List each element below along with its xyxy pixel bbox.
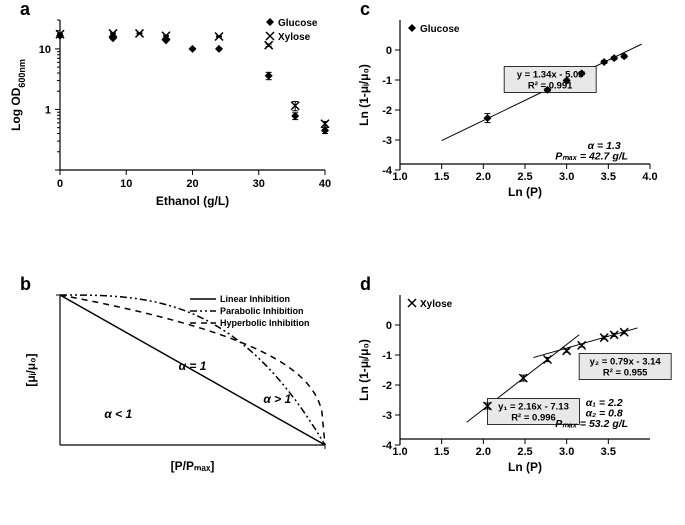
svg-text:3.0: 3.0 — [559, 446, 574, 458]
svg-text:Ln (1-μᵢ/μ₀): Ln (1-μᵢ/μ₀) — [357, 64, 371, 126]
svg-text:b: b — [20, 274, 31, 294]
svg-text:α = 1: α = 1 — [179, 359, 207, 373]
svg-text:Ln (1-μᵢ/μ₀): Ln (1-μᵢ/μ₀) — [357, 339, 371, 401]
svg-text:Ln (P): Ln (P) — [508, 460, 542, 474]
svg-text:Log OD600nm: Log OD600nm — [9, 59, 27, 131]
svg-text:Hyperbolic Inhibition: Hyperbolic Inhibition — [220, 318, 310, 328]
svg-text:3.5: 3.5 — [601, 171, 616, 183]
svg-text:-4: -4 — [382, 440, 393, 452]
svg-text:y₁ = 2.16x - 7.13: y₁ = 2.16x - 7.13 — [498, 402, 569, 413]
svg-text:0: 0 — [57, 178, 63, 190]
svg-text:10: 10 — [120, 178, 132, 190]
svg-text:1.0: 1.0 — [392, 446, 407, 458]
svg-text:Xylose: Xylose — [278, 32, 311, 43]
svg-text:-3: -3 — [382, 410, 392, 422]
svg-text:Ln (P): Ln (P) — [508, 185, 542, 199]
svg-text:-2: -2 — [382, 105, 392, 117]
svg-text:α > 1: α > 1 — [263, 392, 291, 406]
svg-text:2.0: 2.0 — [476, 171, 491, 183]
svg-text:30: 30 — [253, 178, 265, 190]
svg-text:α < 1: α < 1 — [104, 407, 132, 421]
svg-text:1.5: 1.5 — [434, 446, 449, 458]
svg-text:1.5: 1.5 — [434, 171, 449, 183]
svg-text:a: a — [20, 0, 31, 19]
svg-text:Pₘₐₓ = 42.7 g/L: Pₘₐₓ = 42.7 g/L — [555, 151, 628, 163]
svg-text:-3: -3 — [382, 135, 392, 147]
svg-text:[μᵢ/μ₀]: [μᵢ/μ₀] — [24, 353, 38, 386]
svg-text:3.0: 3.0 — [559, 171, 574, 183]
svg-text:4.0: 4.0 — [642, 171, 657, 183]
svg-text:Glucose: Glucose — [278, 18, 318, 29]
svg-text:-2: -2 — [382, 380, 392, 392]
figure-root: a 0 10 20 30 40 1 10 Ethanol (g/L) Log OD600nm Glu… — [0, 0, 685, 525]
svg-text:-1: -1 — [382, 75, 392, 87]
svg-text:Glucose: Glucose — [420, 24, 460, 35]
svg-text:Pₘₐₓ = 53.2 g/L: Pₘₐₓ = 53.2 g/L — [555, 418, 628, 430]
svg-text:R² = 0.996: R² = 0.996 — [511, 413, 556, 424]
svg-text:-1: -1 — [382, 350, 392, 362]
svg-text:Xylose: Xylose — [420, 299, 453, 310]
svg-text:2.5: 2.5 — [517, 446, 532, 458]
svg-text:20: 20 — [186, 178, 198, 190]
svg-text:2.0: 2.0 — [476, 446, 491, 458]
svg-text:y = 1.34x - 5.03: y = 1.34x - 5.03 — [517, 70, 584, 81]
svg-text:c: c — [360, 0, 370, 19]
svg-text:Ethanol (g/L): Ethanol (g/L) — [156, 194, 229, 208]
svg-text:[P/Pₘₐₓ]: [P/Pₘₐₓ] — [171, 459, 215, 473]
svg-text:0: 0 — [386, 45, 392, 57]
svg-text:1: 1 — [45, 104, 51, 116]
svg-text:2.5: 2.5 — [517, 171, 532, 183]
svg-text:0: 0 — [386, 320, 392, 332]
svg-text:R² = 0.955: R² = 0.955 — [603, 368, 648, 379]
svg-text:Parabolic Inhibition: Parabolic Inhibition — [220, 306, 304, 316]
svg-text:40: 40 — [319, 178, 331, 190]
svg-text:y₂ = 0.79x - 3.14: y₂ = 0.79x - 3.14 — [590, 357, 662, 368]
svg-text:Linear Inhibition: Linear Inhibition — [220, 294, 290, 304]
svg-text:1.0: 1.0 — [392, 171, 407, 183]
svg-text:d: d — [360, 274, 371, 294]
svg-text:-4: -4 — [382, 165, 393, 177]
figure-svg: a 0 10 20 30 40 1 10 Ethanol (g/L) Log OD600nm Glu… — [0, 0, 685, 525]
svg-text:3.5: 3.5 — [601, 446, 616, 458]
svg-text:10: 10 — [39, 44, 51, 56]
